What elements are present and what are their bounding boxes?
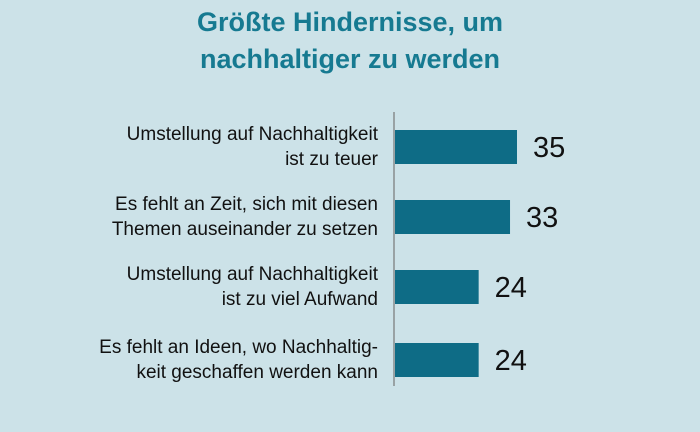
category-label-line: Es fehlt an Ideen, wo Nachhaltig- [99, 337, 378, 358]
category-label-line: Umstellung auf Nachhaltigkeit [126, 264, 378, 285]
bar-1 [395, 130, 517, 164]
bar-3 [395, 270, 479, 304]
category-label-line: keit geschaffen werden kann [136, 362, 378, 383]
value-label-2: 33 [526, 202, 558, 234]
category-label-4: Es fehlt an Ideen, wo Nachhaltig-keit ge… [0, 335, 378, 385]
value-label-1: 35 [533, 132, 565, 164]
category-label-line: ist zu viel Aufwand [221, 289, 378, 310]
bar-2 [395, 200, 511, 234]
chart-title: Größte Hindernisse, um nachhaltiger zu w… [0, 4, 700, 78]
category-label-line: Es fehlt an Zeit, sich mit diesen [115, 194, 378, 215]
value-label-3: 24 [495, 272, 527, 304]
category-label-line: Umstellung auf Nachhaltigkeit [126, 124, 378, 145]
value-label-4: 24 [495, 345, 527, 377]
category-label-line: Themen auseinander zu setzen [111, 219, 378, 240]
title-line-2: nachhaltiger zu werden [199, 44, 501, 74]
category-label-3: Umstellung auf Nachhaltigkeit ist zu viel… [0, 262, 378, 312]
title-line-1: Größte Hindernisse, um [196, 7, 504, 37]
bar-4 [395, 343, 479, 377]
category-label-2: Es fehlt an Zeit, sich mit diesen Themen … [0, 192, 378, 242]
category-label-1: Umstellung auf Nachhaltigkeit ist zu teue… [0, 122, 378, 172]
category-label-line: ist zu teuer [285, 149, 378, 170]
